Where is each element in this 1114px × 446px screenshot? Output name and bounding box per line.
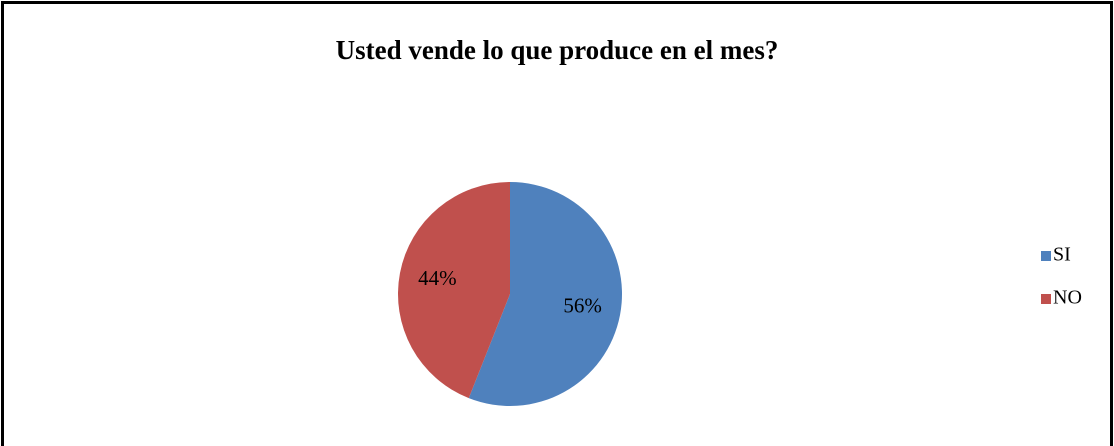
legend-swatch: [1041, 294, 1051, 304]
pie-slice: [468, 182, 623, 406]
legend-swatch: [1041, 251, 1051, 261]
pie-slice: [398, 182, 510, 399]
chart-title: Usted vende lo que produce en el mes?: [336, 35, 779, 65]
legend-label: SI: [1053, 244, 1071, 266]
data-label: 44%: [418, 266, 457, 290]
data-label: 56%: [563, 294, 602, 318]
legend-label: NO: [1053, 287, 1082, 309]
